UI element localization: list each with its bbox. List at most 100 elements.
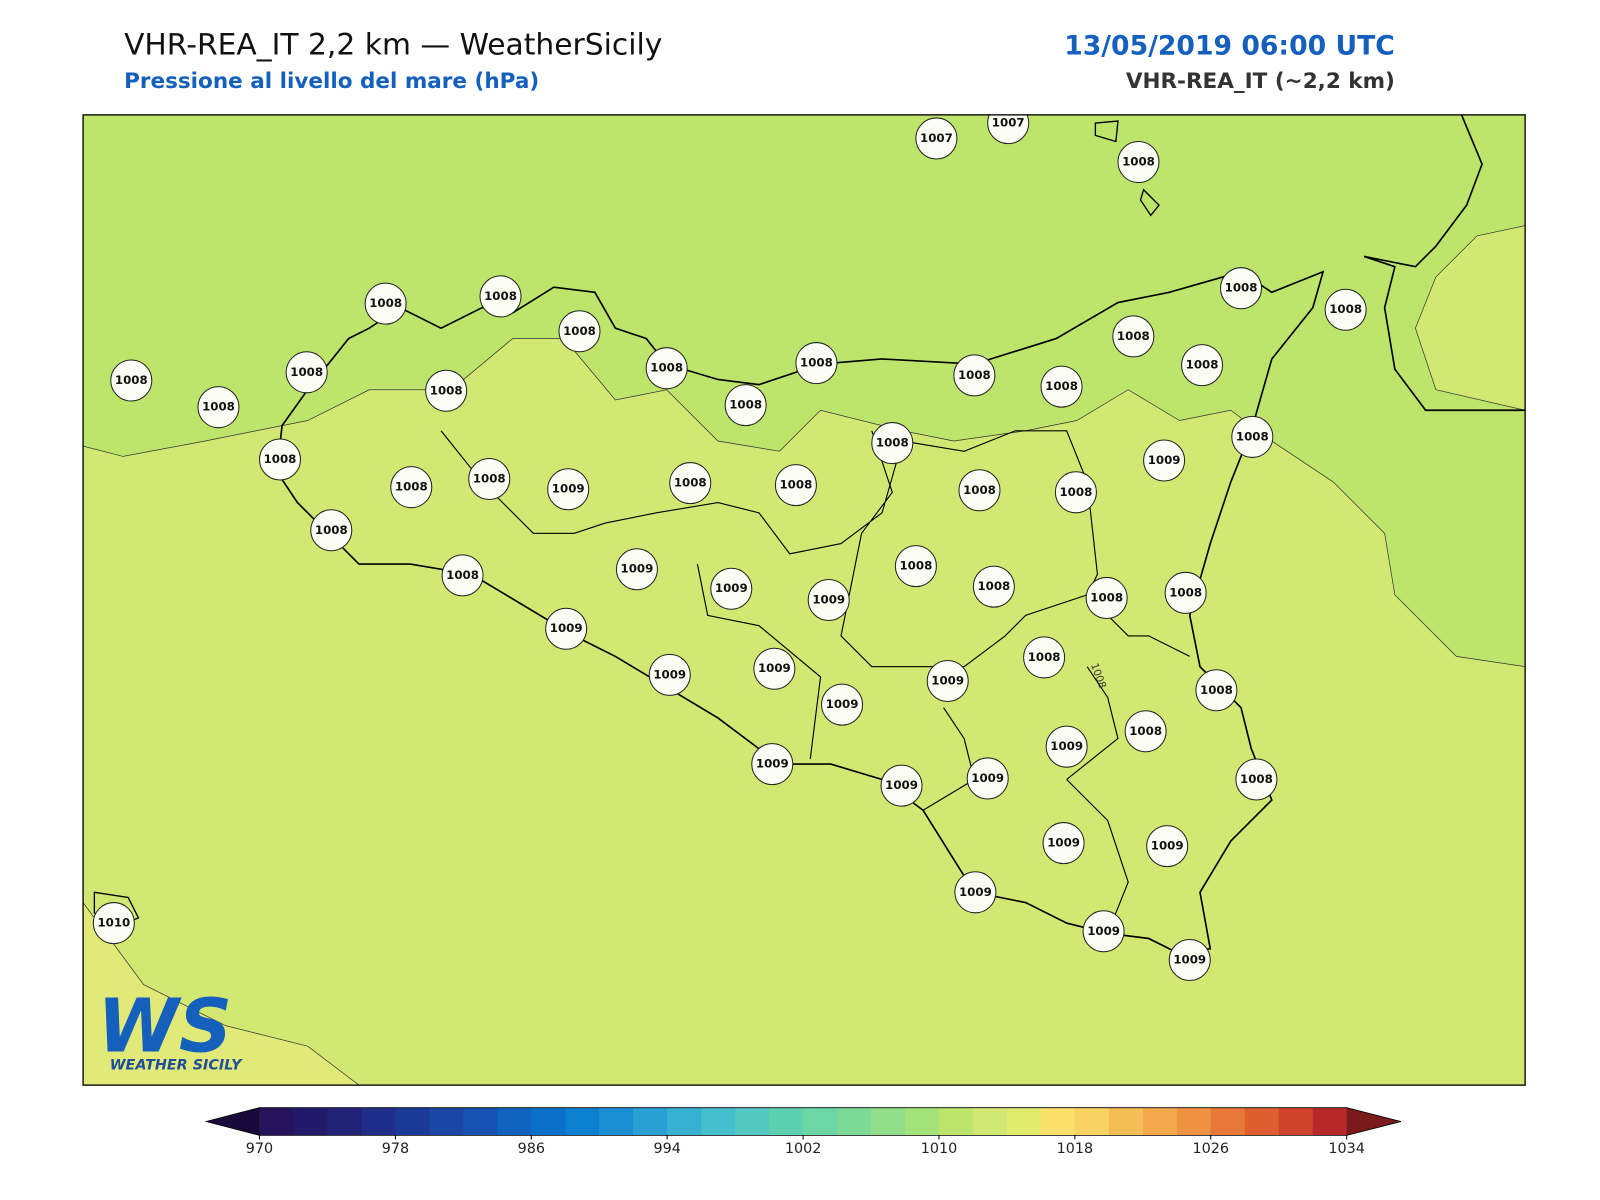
colorbar-band [327,1107,362,1136]
station-marker [1143,439,1186,482]
colorbar-band [293,1107,328,1136]
colorbar-tick-label: 986 [518,1141,545,1157]
station-value: 1009 [758,661,791,675]
station-marker [987,114,1030,145]
station-marker [1042,822,1085,865]
colorbar-band [871,1107,906,1136]
station-value: 1008 [1090,590,1123,604]
station-value: 1009 [550,621,583,635]
colorbar-band [769,1107,804,1136]
station-marker [558,310,601,353]
station-value: 1009 [812,593,845,607]
station-marker [1231,415,1274,458]
colorbar-band [1312,1107,1348,1136]
coastline [1363,114,1483,268]
station-value: 1008 [1240,772,1273,786]
station-marker [1117,141,1160,184]
station-value: 1008 [473,471,506,485]
station-marker [795,342,838,385]
colorbar-band [1040,1107,1076,1136]
subtitle: Pressione al livello del mare (hPa) [124,69,539,94]
station-value: 1009 [885,778,918,792]
station-value: 1008 [369,296,402,310]
station-value: 1008 [1186,358,1219,372]
colorbar-band [497,1107,532,1136]
station-marker [1082,910,1125,953]
station-marker [894,545,937,588]
colorbar-band [1006,1107,1042,1136]
colorbar-band [972,1107,1008,1136]
station-marker [110,359,153,402]
station-marker [954,871,997,914]
colorbar-tick-label: 1010 [921,1141,958,1157]
station-value: 1008 [674,476,707,490]
logo-mark: WS [97,983,232,1069]
station-value: 1008 [202,400,235,414]
station-marker [1235,758,1278,801]
colorbar-band [463,1107,498,1136]
station-marker [871,422,914,465]
station-value: 1008 [1117,329,1150,343]
colorbar-band [735,1107,770,1136]
station-value: 1009 [971,771,1004,785]
station-value: 1008 [1236,429,1269,443]
station-marker [545,607,588,650]
colorbar-extend-high [1346,1107,1402,1136]
station-marker [1112,315,1155,358]
station-value: 1008 [899,559,932,573]
station-marker [1040,365,1083,408]
station-value: 1010 [97,916,130,930]
colorbar-band [1176,1107,1212,1136]
colorbar-band [905,1107,940,1136]
station-marker [710,567,753,610]
station-marker [645,347,688,390]
station-value: 1008 [958,368,991,382]
colorbar-tick-label: 970 [246,1141,273,1157]
station-value: 1009 [1173,953,1206,967]
station-value: 1008 [1329,302,1362,316]
station-marker [615,548,658,591]
station-marker [468,457,511,500]
station-value: 1009 [653,667,686,681]
station-value: 1008 [977,579,1010,593]
colorbar-band [1278,1107,1314,1136]
station-value: 1008 [1059,485,1092,499]
colorbar-tick-label: 994 [653,1141,680,1157]
colorbar-band [1244,1107,1280,1136]
station-marker [258,438,302,481]
station-marker [972,565,1015,608]
station-value: 1009 [826,697,859,711]
station-value: 1009 [931,674,964,688]
colorbar-extend-low [206,1107,260,1136]
colorbar-band [837,1107,872,1136]
station-value: 1009 [621,562,654,576]
station-value: 1008 [876,436,909,450]
colorbar-band [429,1107,464,1136]
station-marker [1168,938,1211,982]
station-marker [958,469,1001,512]
station-value: 1009 [552,482,585,496]
colorbar: 970 978 986 994 1002 1010 1018 1026 1034 [204,1107,1402,1157]
station-value: 1008 [446,568,479,582]
colorbar-tick-label: 1002 [785,1141,822,1157]
station-marker [807,578,850,622]
station-marker [1054,471,1097,514]
station-marker [880,764,923,807]
station-value: 1008 [1122,155,1155,169]
station-value: 1008 [650,361,683,375]
station-marker [1324,288,1367,331]
station-marker [479,275,522,318]
logo-text: WEATHER SICILY [110,1058,243,1074]
station-marker [1164,571,1207,614]
station-value: 1008 [963,483,996,497]
station-marker [285,351,328,394]
station-marker [390,466,433,509]
colorbar-band [599,1107,634,1136]
colorbar-band [667,1107,702,1136]
station-marker [1124,710,1167,753]
datetime: 13/05/2019 06:00 UTC [1064,30,1395,61]
station-value: 1008 [264,452,297,466]
station-value: 1008 [430,383,463,397]
